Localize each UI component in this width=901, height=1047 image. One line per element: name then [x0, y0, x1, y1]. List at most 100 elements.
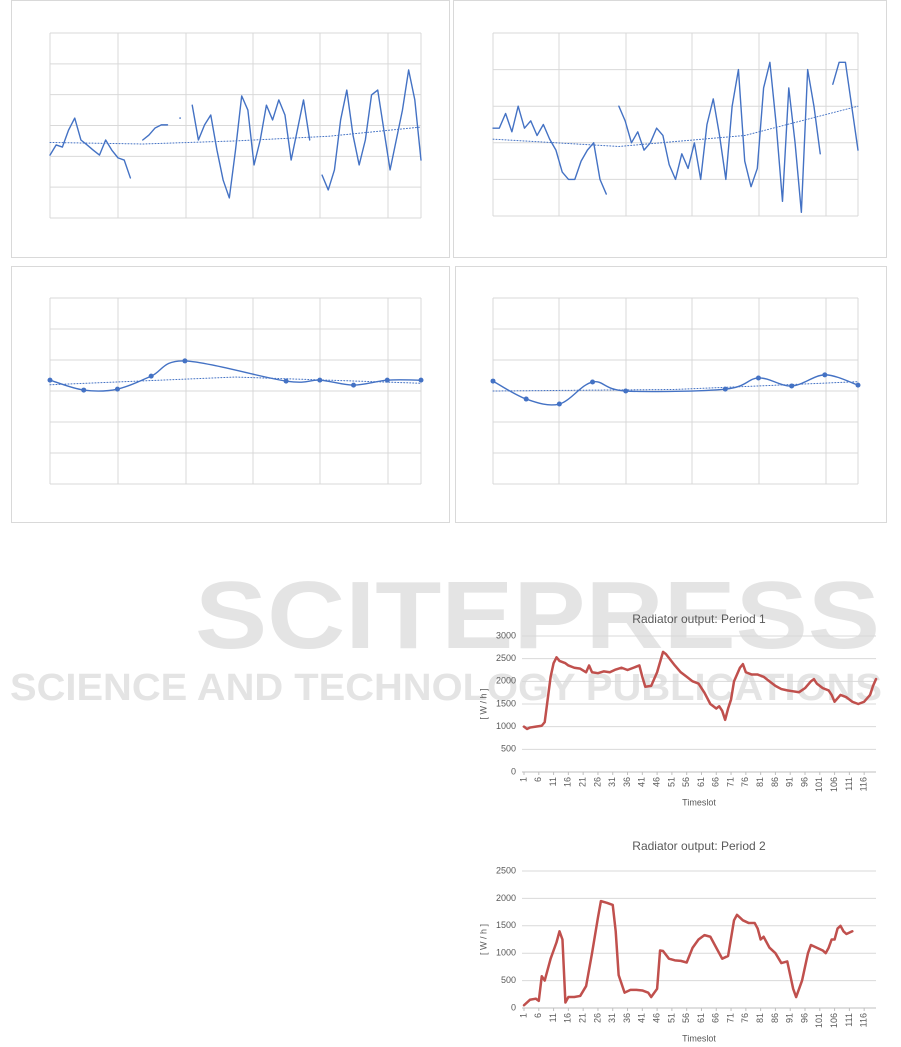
x-tick-label: 61 [696, 1013, 706, 1023]
x-tick-label: 41 [637, 1013, 647, 1023]
data-point [855, 382, 861, 388]
x-tick-label: 46 [651, 777, 661, 787]
x-tick-label: 76 [740, 777, 750, 787]
data-line [492, 374, 859, 406]
data-line [49, 360, 422, 392]
y-tick-label: 2000 [496, 893, 516, 903]
data-point [47, 377, 53, 383]
x-tick-label: 96 [799, 777, 809, 787]
chart-frame [11, 266, 450, 523]
x-tick-label: 81 [755, 777, 765, 787]
data-point [148, 373, 154, 379]
y-tick-label: 2500 [496, 865, 516, 875]
chart-frame [453, 0, 887, 258]
data-point [556, 401, 562, 407]
x-tick-label: 56 [681, 777, 691, 787]
data-point [283, 378, 289, 384]
y-axis-label: [ W / h ] [478, 688, 488, 719]
x-tick-label: 101 [814, 1013, 824, 1028]
y-tick-label: 1500 [496, 920, 516, 930]
x-tick-label: 26 [592, 777, 602, 787]
y-tick-label: 1000 [496, 721, 516, 731]
x-tick-label: 111 [844, 1013, 854, 1027]
y-tick-label: 1000 [496, 948, 516, 958]
data-point [623, 388, 629, 394]
y-tick-label: 1500 [496, 698, 516, 708]
x-tick-label: 11 [548, 777, 558, 786]
data-line [492, 61, 859, 214]
x-tick-label: 41 [637, 777, 647, 787]
x-tick-label: 106 [829, 1013, 839, 1028]
y-tick-label: 2000 [496, 676, 516, 686]
x-tick-label: 16 [563, 777, 573, 787]
x-tick-label: 91 [785, 1013, 795, 1023]
x-tick-label: 31 [607, 1013, 617, 1023]
x-tick-label: 106 [829, 777, 839, 792]
x-tick-label: 11 [548, 1013, 558, 1022]
chart-title: Radiator output: Period 1 [632, 612, 766, 626]
x-tick-label: 71 [725, 1013, 735, 1023]
data-point [523, 396, 529, 402]
x-tick-label: 101 [814, 777, 824, 792]
x-tick-label: 86 [770, 1013, 780, 1023]
data-point [822, 372, 828, 378]
x-tick-label: 26 [592, 1013, 602, 1023]
x-tick-label: 66 [711, 777, 721, 787]
x-tick-label: 91 [785, 777, 795, 787]
y-tick-label: 500 [501, 975, 516, 985]
x-tick-label: 51 [666, 1013, 676, 1023]
y-tick-label: 2500 [496, 653, 516, 663]
watermark-name: SCITEPRESS [195, 562, 880, 669]
x-tick-label: 16 [563, 1013, 573, 1023]
x-tick-label: 1 [518, 777, 528, 782]
x-tick-label: 116 [859, 1013, 869, 1027]
x-tick-label: 71 [725, 777, 735, 787]
data-line [522, 899, 854, 1007]
x-tick-label: 31 [607, 777, 617, 787]
x-tick-label: 36 [622, 1013, 632, 1023]
x-tick-label: 61 [696, 777, 706, 787]
trend-line [492, 105, 859, 147]
data-point [418, 377, 424, 383]
x-tick-label: 21 [578, 1013, 588, 1023]
data-point [755, 375, 761, 381]
y-axis-label: [ W / h ] [478, 924, 488, 955]
x-tick-label: 81 [755, 1013, 765, 1023]
y-tick-label: 0 [511, 766, 516, 776]
data-point [490, 378, 496, 384]
chart-frame [455, 266, 887, 523]
data-point [114, 386, 120, 392]
y-tick-label: 3000 [496, 630, 516, 640]
x-tick-label: 46 [651, 1013, 661, 1023]
chart-title: Radiator output: Period 2 [632, 839, 766, 853]
data-line [49, 69, 422, 199]
x-tick-label: 56 [681, 1013, 691, 1023]
x-tick-label: 36 [622, 777, 632, 787]
x-tick-label: 6 [533, 1013, 543, 1018]
x-tick-label: 66 [711, 1013, 721, 1023]
data-point [590, 379, 596, 385]
x-tick-label: 1 [518, 1013, 528, 1018]
y-tick-label: 0 [511, 1002, 516, 1012]
x-tick-label: 116 [859, 777, 869, 791]
trend-line [49, 126, 422, 145]
data-point [182, 358, 188, 364]
trend-line [492, 381, 859, 392]
x-axis-label: Timeslot [682, 797, 716, 807]
x-tick-label: 86 [770, 777, 780, 787]
trend-line [49, 376, 422, 386]
x-tick-label: 96 [799, 1013, 809, 1023]
chart-frame [11, 0, 450, 258]
data-point [81, 387, 87, 393]
x-tick-label: 76 [740, 1013, 750, 1023]
data-point [351, 382, 357, 388]
x-tick-label: 51 [666, 777, 676, 787]
x-axis-label: Timeslot [682, 1033, 716, 1043]
data-point [384, 377, 390, 383]
x-tick-label: 6 [533, 777, 543, 782]
x-tick-label: 21 [578, 777, 588, 787]
y-tick-label: 500 [501, 744, 516, 754]
data-point [722, 386, 728, 392]
